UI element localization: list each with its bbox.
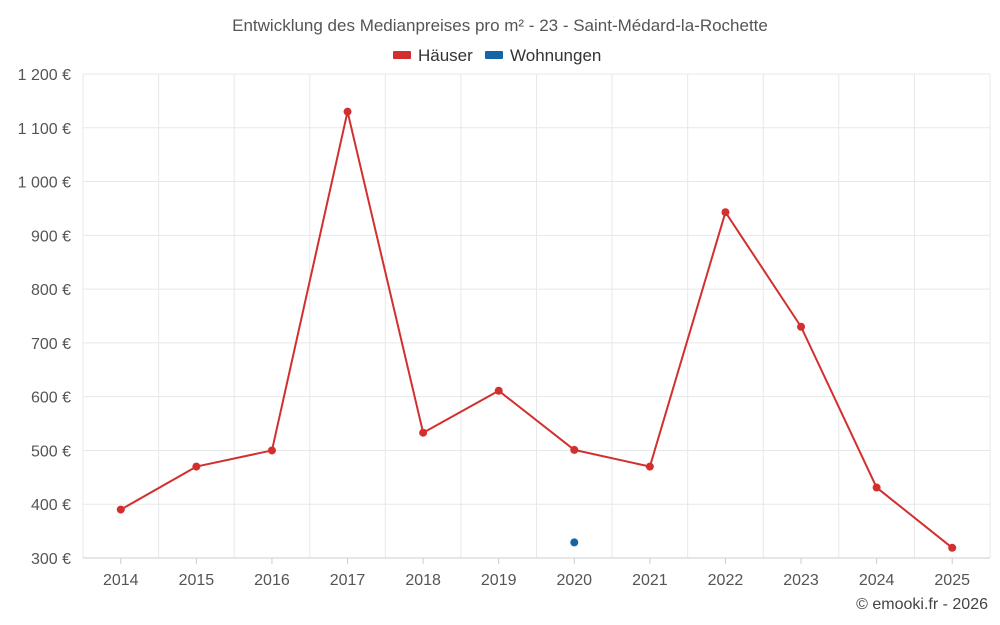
grid [82, 73, 991, 558]
y-tick-label: 1 200 € [18, 67, 71, 84]
data-point-haeuser[interactable] [570, 445, 579, 454]
legend-label-haeuser: Häuser [418, 46, 473, 65]
data-point-haeuser[interactable] [645, 462, 654, 471]
data-point-haeuser[interactable] [343, 107, 352, 116]
data-point-haeuser[interactable] [116, 505, 125, 514]
series-line-haeuser [120, 110, 953, 549]
legend-item-haeuser[interactable]: Häuser [393, 46, 473, 65]
data-point-haeuser[interactable] [872, 483, 881, 492]
credit-text: © emooki.fr - 2026 [856, 596, 988, 613]
data-point-haeuser[interactable] [721, 208, 730, 217]
x-tick-label: 2025 [934, 572, 970, 589]
data-point-haeuser[interactable] [797, 322, 806, 331]
y-tick-label: 800 € [31, 282, 71, 299]
x-tick-label: 2014 [103, 572, 139, 589]
y-tick-label: 700 € [31, 336, 71, 353]
y-tick-label: 900 € [31, 228, 71, 245]
legend-label-wohnungen: Wohnungen [510, 46, 601, 65]
data-point-haeuser[interactable] [419, 428, 428, 437]
data-point-haeuser[interactable] [267, 446, 276, 455]
legend-swatch-wohnungen [485, 51, 503, 59]
y-tick-label: 600 € [31, 390, 71, 407]
y-tick-label: 1 000 € [18, 175, 71, 192]
x-tick-label: 2023 [783, 572, 819, 589]
x-tick-label: 2016 [254, 572, 290, 589]
legend-swatch-haeuser [393, 51, 411, 59]
chart-title: Entwicklung des Medianpreises pro m² - 2… [232, 16, 768, 35]
x-tick-label: 2021 [632, 572, 668, 589]
x-tick-label: 2022 [708, 572, 744, 589]
y-tick-label: 400 € [31, 497, 71, 514]
y-tick-label: 1 100 € [18, 121, 71, 138]
data-point-wohnungen[interactable] [570, 538, 579, 547]
x-tick-label: 2018 [405, 572, 441, 589]
data-point-haeuser[interactable] [494, 386, 503, 395]
x-tick-label: 2015 [179, 572, 215, 589]
data-point-haeuser[interactable] [948, 543, 957, 552]
axes: 300 € 400 € 500 € 600 € 700 € 800 € 900 € 1 000… [18, 67, 990, 589]
y-tick-label: 500 € [31, 443, 71, 460]
legend-item-wohnungen[interactable]: Wohnungen [485, 46, 601, 65]
data-point-haeuser[interactable] [192, 462, 201, 471]
x-tick-label: 2019 [481, 572, 517, 589]
x-tick-label: 2017 [330, 572, 366, 589]
series [116, 107, 957, 552]
legend: Häuser Wohnungen [393, 46, 601, 65]
y-tick-label: 300 € [31, 551, 71, 568]
x-tick-label: 2020 [556, 572, 592, 589]
x-tick-label: 2024 [859, 572, 895, 589]
